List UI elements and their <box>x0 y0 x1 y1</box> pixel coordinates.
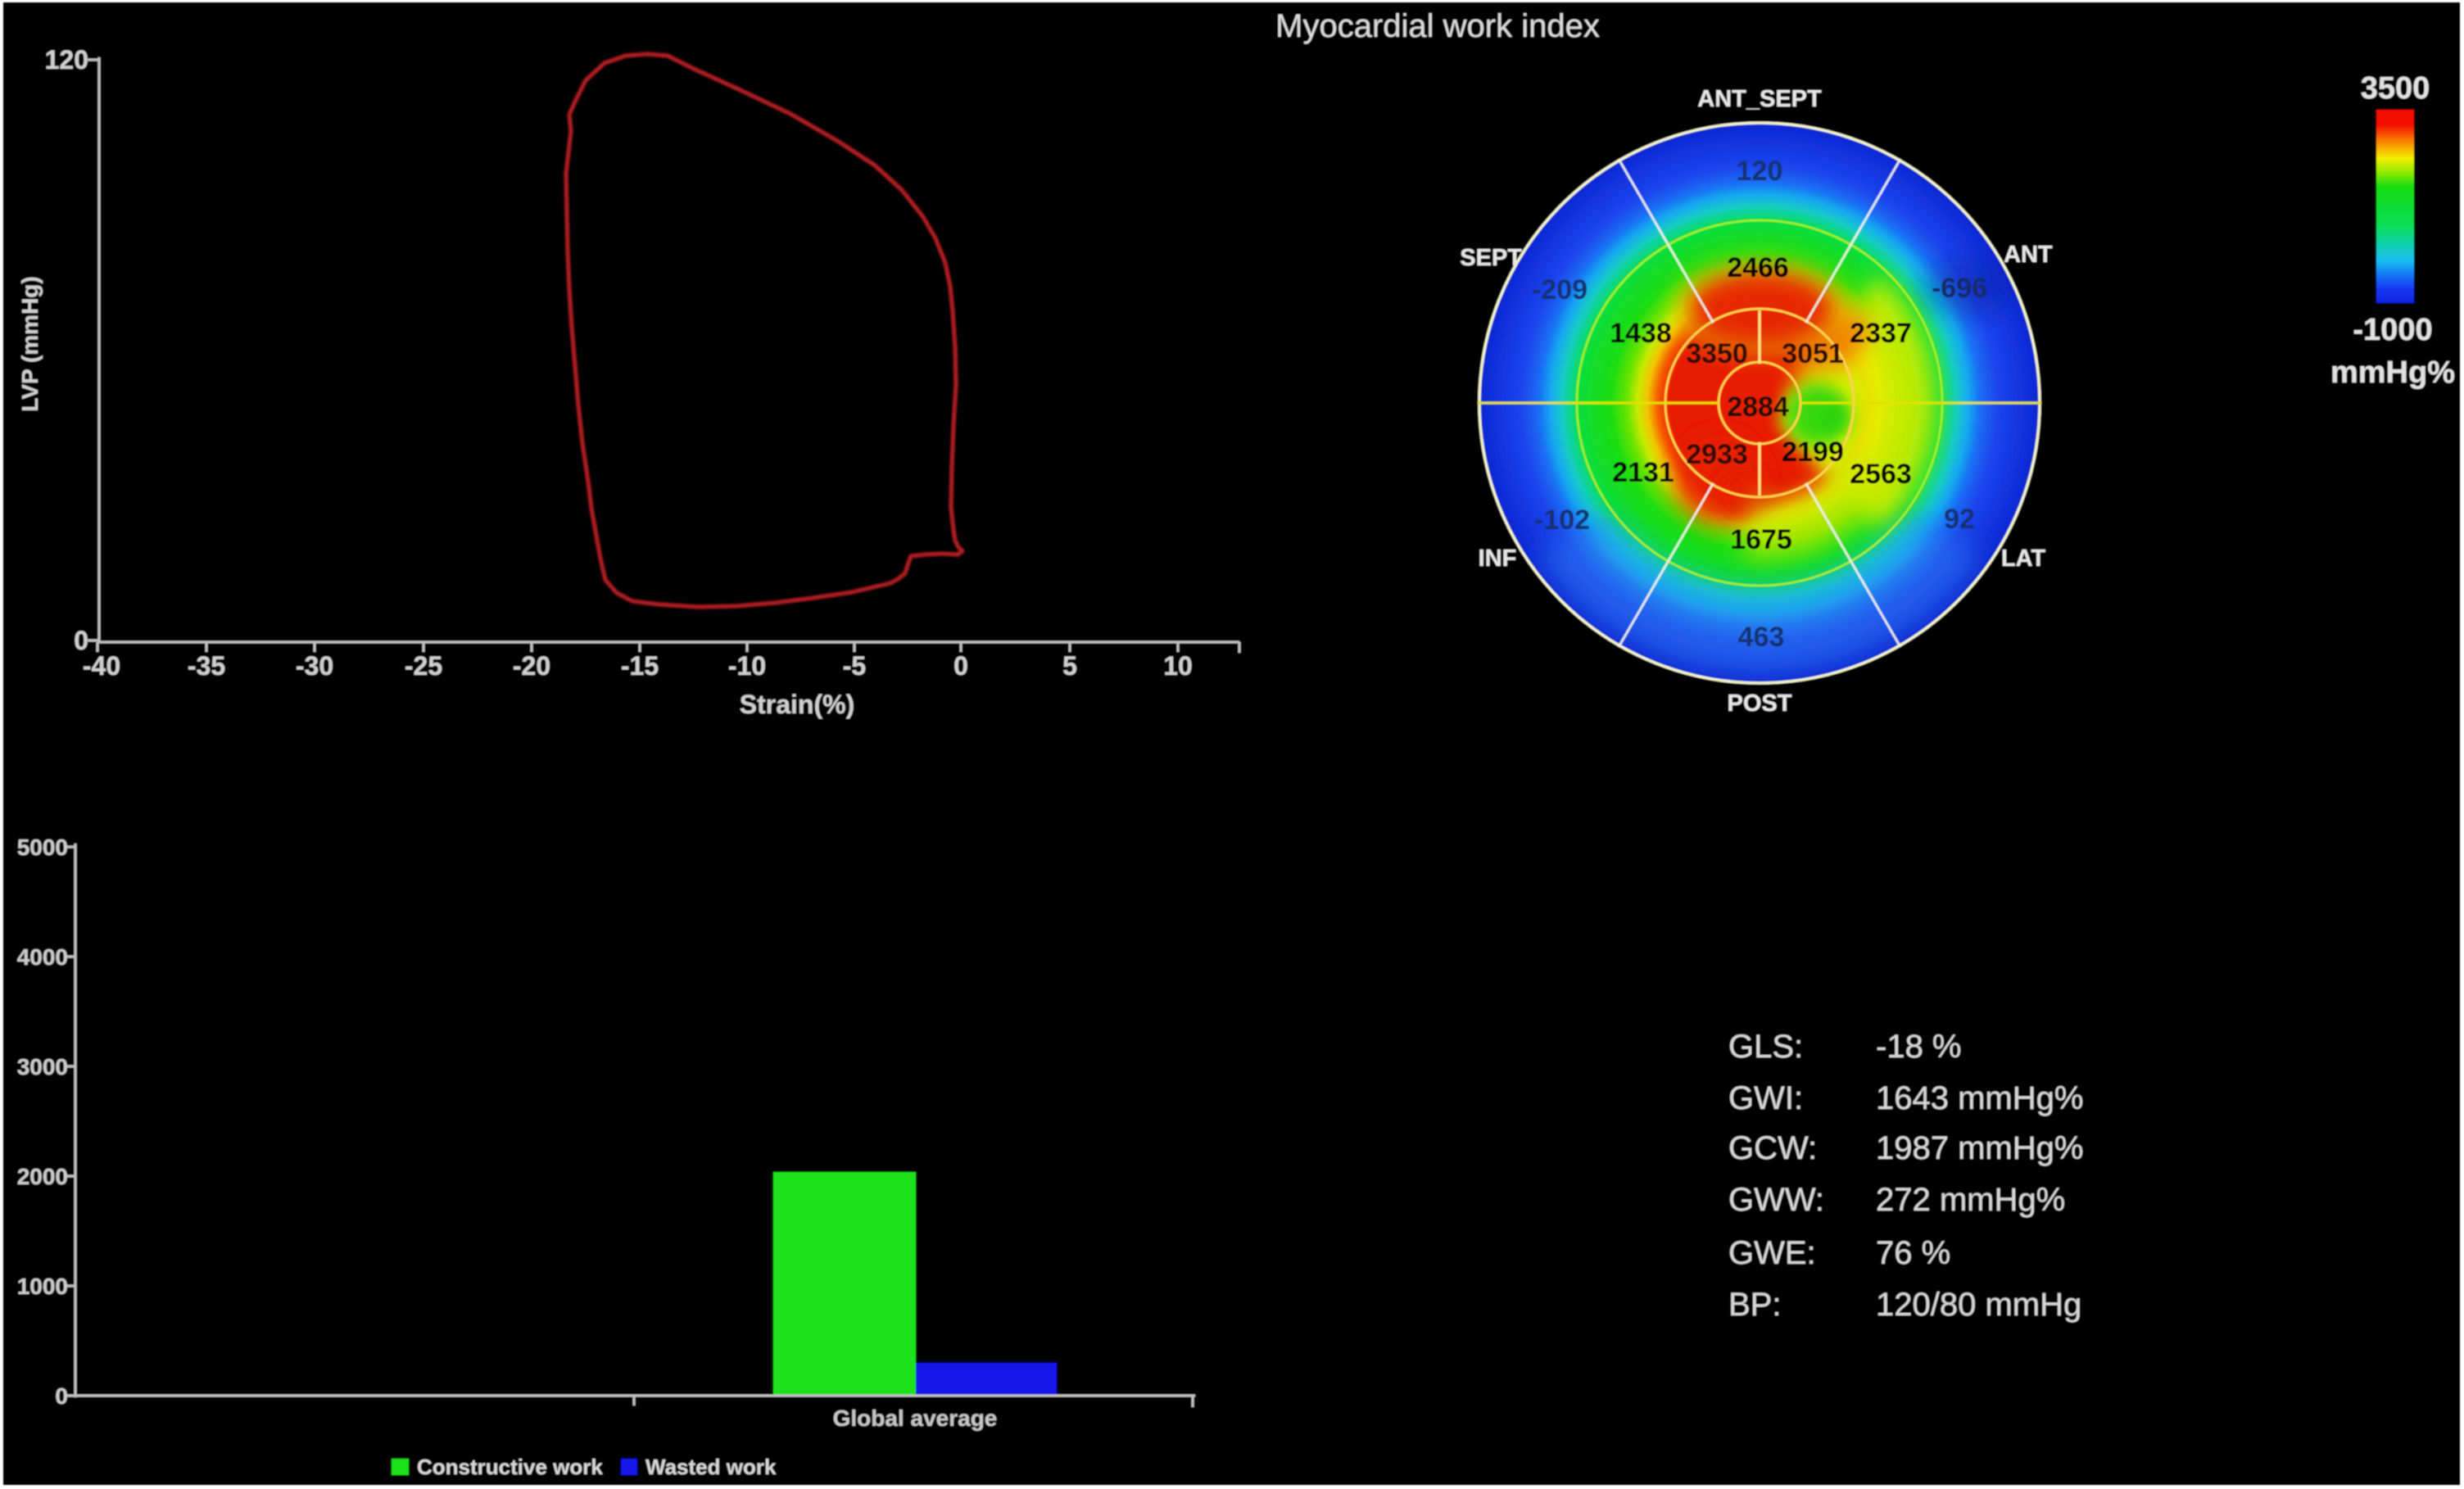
svg-text:ANT_SEPT: ANT_SEPT <box>1697 86 1822 112</box>
svg-text:GLS:: GLS: <box>1728 1029 1803 1065</box>
svg-text:-10: -10 <box>728 651 766 681</box>
svg-text:mmHg%: mmHg% <box>2330 355 2455 390</box>
svg-text:5000: 5000 <box>17 835 68 860</box>
svg-text:-5: -5 <box>843 651 866 681</box>
svg-text:0: 0 <box>953 651 968 681</box>
svg-text:Myocardial work index: Myocardial work index <box>1275 8 1600 44</box>
svg-text:BP:: BP: <box>1728 1287 1781 1323</box>
svg-text:GWI:: GWI: <box>1728 1080 1803 1116</box>
svg-text:POST: POST <box>1728 690 1792 717</box>
svg-text:Strain(%): Strain(%) <box>740 690 854 719</box>
svg-text:-20: -20 <box>513 651 550 681</box>
svg-text:-25: -25 <box>405 651 442 681</box>
svg-text:2466: 2466 <box>1727 252 1789 283</box>
svg-text:3350: 3350 <box>1686 338 1748 369</box>
svg-text:LAT: LAT <box>2001 545 2046 572</box>
svg-text:-696: -696 <box>1932 273 1987 304</box>
svg-text:-209: -209 <box>1532 274 1588 305</box>
svg-text:76 %: 76 % <box>1876 1235 1950 1271</box>
svg-text:272 mmHg%: 272 mmHg% <box>1876 1182 2065 1218</box>
svg-text:2337: 2337 <box>1850 318 1912 349</box>
svg-text:3500: 3500 <box>2361 71 2430 106</box>
svg-text:2933: 2933 <box>1686 439 1748 470</box>
svg-text:2884: 2884 <box>1727 391 1789 423</box>
svg-text:2131: 2131 <box>1612 457 1674 488</box>
svg-text:-102: -102 <box>1534 505 1590 536</box>
svg-text:1438: 1438 <box>1610 318 1672 349</box>
svg-text:5: 5 <box>1062 651 1077 681</box>
svg-text:1987 mmHg%: 1987 mmHg% <box>1876 1130 2083 1166</box>
svg-text:-35: -35 <box>188 651 225 681</box>
svg-text:0: 0 <box>55 1383 68 1409</box>
svg-text:LVP (mmHg): LVP (mmHg) <box>17 276 43 411</box>
svg-text:4000: 4000 <box>17 944 68 970</box>
svg-text:120: 120 <box>45 45 88 75</box>
svg-text:1643 mmHg%: 1643 mmHg% <box>1876 1080 2083 1116</box>
svg-text:Global average: Global average <box>833 1405 998 1431</box>
svg-text:Wasted work: Wasted work <box>645 1455 777 1479</box>
svg-text:2199: 2199 <box>1782 437 1844 468</box>
svg-text:SEPT: SEPT <box>1460 245 1522 271</box>
svg-text:1000: 1000 <box>17 1274 68 1299</box>
svg-text:463: 463 <box>1738 622 1785 653</box>
svg-text:-18 %: -18 % <box>1876 1029 1962 1065</box>
svg-text:Constructive work: Constructive work <box>417 1455 603 1479</box>
svg-text:-15: -15 <box>621 651 659 681</box>
svg-text:GWE:: GWE: <box>1728 1235 1816 1271</box>
svg-text:3051: 3051 <box>1782 338 1844 369</box>
svg-text:120: 120 <box>1737 156 1783 187</box>
svg-text:120/80 mmHg: 120/80 mmHg <box>1876 1287 2081 1323</box>
svg-text:GCW:: GCW: <box>1728 1130 1817 1166</box>
svg-text:10: 10 <box>1163 651 1193 681</box>
svg-text:-30: -30 <box>296 651 333 681</box>
svg-text:GWW:: GWW: <box>1728 1182 1824 1218</box>
svg-text:1675: 1675 <box>1730 524 1792 555</box>
svg-text:92: 92 <box>1944 504 1975 535</box>
svg-text:INF: INF <box>1479 545 1517 572</box>
svg-text:0: 0 <box>74 626 88 655</box>
svg-text:ANT: ANT <box>2004 242 2053 268</box>
svg-text:-40: -40 <box>83 651 120 681</box>
svg-text:2000: 2000 <box>17 1164 68 1189</box>
svg-text:-1000: -1000 <box>2353 313 2432 347</box>
svg-text:2563: 2563 <box>1850 459 1912 490</box>
svg-text:3000: 3000 <box>17 1054 68 1079</box>
